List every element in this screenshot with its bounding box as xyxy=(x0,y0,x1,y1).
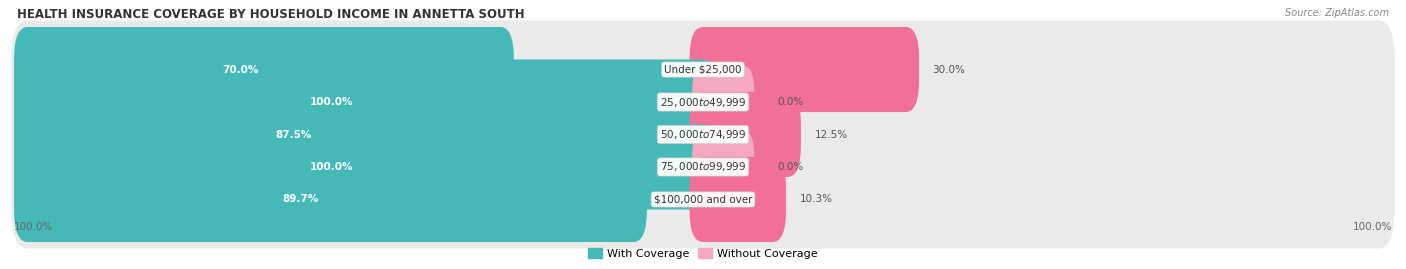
FancyBboxPatch shape xyxy=(11,150,1395,249)
Text: Source: ZipAtlas.com: Source: ZipAtlas.com xyxy=(1285,8,1389,18)
Text: 100.0%: 100.0% xyxy=(1353,222,1392,232)
Text: 12.5%: 12.5% xyxy=(814,129,848,140)
FancyBboxPatch shape xyxy=(14,157,647,242)
FancyBboxPatch shape xyxy=(14,92,633,177)
Text: $25,000 to $49,999: $25,000 to $49,999 xyxy=(659,95,747,108)
Text: 0.0%: 0.0% xyxy=(778,162,804,172)
Text: $50,000 to $74,999: $50,000 to $74,999 xyxy=(659,128,747,141)
FancyBboxPatch shape xyxy=(14,125,717,210)
FancyBboxPatch shape xyxy=(11,86,1395,183)
FancyBboxPatch shape xyxy=(692,66,755,138)
FancyBboxPatch shape xyxy=(689,157,786,242)
Text: 0.0%: 0.0% xyxy=(778,97,804,107)
Text: $100,000 and over: $100,000 and over xyxy=(654,194,752,204)
Text: HEALTH INSURANCE COVERAGE BY HOUSEHOLD INCOME IN ANNETTA SOUTH: HEALTH INSURANCE COVERAGE BY HOUSEHOLD I… xyxy=(17,8,524,21)
FancyBboxPatch shape xyxy=(11,118,1395,216)
FancyBboxPatch shape xyxy=(689,92,801,177)
Text: 100.0%: 100.0% xyxy=(309,162,353,172)
Legend: With Coverage, Without Coverage: With Coverage, Without Coverage xyxy=(583,244,823,263)
FancyBboxPatch shape xyxy=(692,131,755,203)
FancyBboxPatch shape xyxy=(11,53,1395,151)
FancyBboxPatch shape xyxy=(11,20,1395,119)
Text: 30.0%: 30.0% xyxy=(932,65,966,75)
FancyBboxPatch shape xyxy=(14,59,717,144)
Text: 89.7%: 89.7% xyxy=(283,194,318,204)
FancyBboxPatch shape xyxy=(14,27,513,112)
Text: 100.0%: 100.0% xyxy=(14,222,53,232)
Text: 70.0%: 70.0% xyxy=(222,65,259,75)
Text: Under $25,000: Under $25,000 xyxy=(664,65,742,75)
Text: 100.0%: 100.0% xyxy=(309,97,353,107)
Text: 10.3%: 10.3% xyxy=(800,194,832,204)
Text: $75,000 to $99,999: $75,000 to $99,999 xyxy=(659,161,747,174)
FancyBboxPatch shape xyxy=(689,27,920,112)
Text: 87.5%: 87.5% xyxy=(276,129,312,140)
